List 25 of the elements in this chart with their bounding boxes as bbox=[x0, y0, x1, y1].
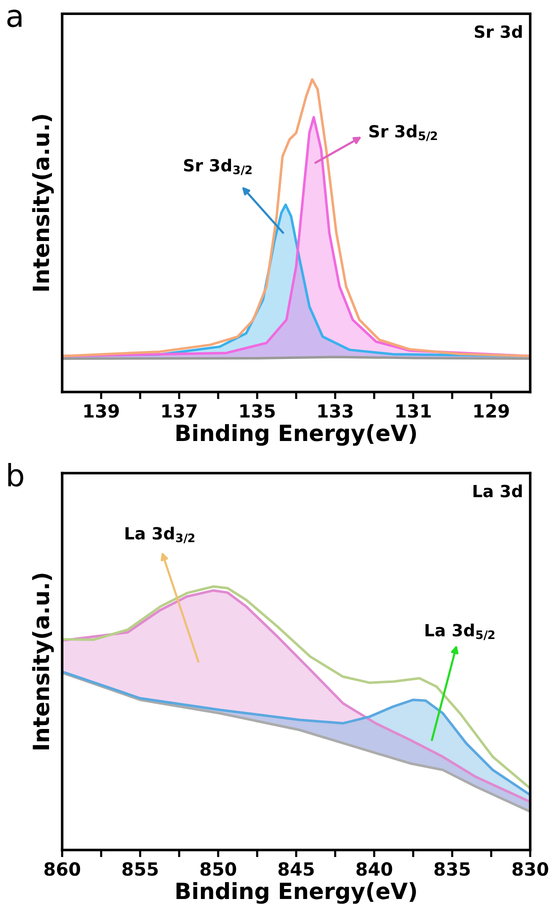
chart-title: b bbox=[8, 462, 24, 487]
x-tick-label: 133 bbox=[318, 404, 353, 418]
x-tick-label: 835 bbox=[434, 862, 470, 876]
x-axis-title: Binding Energy(eV) bbox=[176, 424, 416, 446]
x-tick-label: 139 bbox=[84, 404, 119, 418]
x-tick-label: 845 bbox=[278, 862, 314, 876]
text: Sr 3d bbox=[474, 25, 522, 38]
x-tick-label: 129 bbox=[474, 404, 509, 418]
annotation: Sr 3d$_{3/2}$ bbox=[184, 158, 252, 176]
x-axis-title: Binding Energy(eV) bbox=[176, 882, 416, 904]
x-tick-label: 840 bbox=[356, 862, 392, 876]
text: La 3d$_{3/2}$ bbox=[126, 526, 194, 544]
y-axis-title: Intensity(a.u.) bbox=[32, 115, 54, 291]
chart-title: a bbox=[7, 10, 22, 28]
x-tick-label: 135 bbox=[240, 404, 275, 418]
x-tick-label: 855 bbox=[122, 862, 158, 876]
x-tick-label: 131 bbox=[396, 404, 431, 418]
annotation: La 3d$_{5/2}$ bbox=[426, 624, 494, 640]
x-tick-label: 830 bbox=[512, 862, 548, 876]
x-tick-label: 850 bbox=[200, 862, 236, 876]
x-tick-label: 860 bbox=[44, 862, 80, 876]
x-tick-label: 137 bbox=[162, 404, 197, 418]
annotation: Sr 3d$_{5/2}$ bbox=[369, 124, 437, 142]
text: La 3d bbox=[474, 484, 522, 498]
y-axis-title: Intensity(a.u.) bbox=[32, 574, 54, 750]
